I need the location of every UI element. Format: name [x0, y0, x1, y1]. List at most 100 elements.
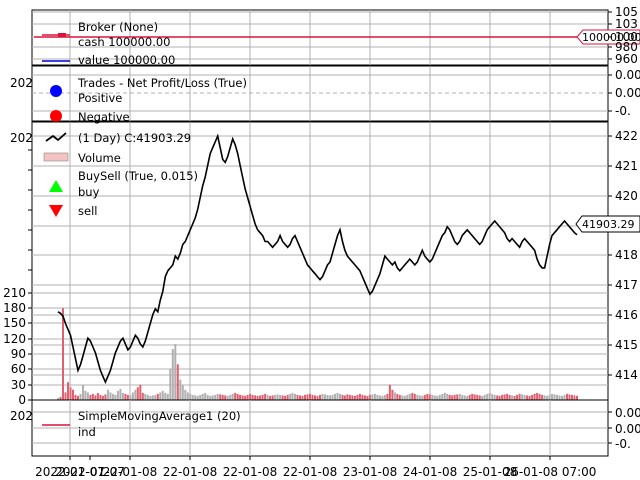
volume-bar	[259, 395, 262, 400]
volume-bar	[124, 393, 127, 400]
sma-legend: SimpleMovingAverage1 (20) ind	[42, 409, 241, 439]
close-price-line	[57, 133, 578, 385]
volume-bar	[294, 393, 296, 400]
volume-bar	[386, 393, 389, 400]
volume-bar	[548, 394, 551, 400]
volume-bar	[236, 393, 239, 400]
volume-bar	[146, 394, 149, 400]
volume-bar	[503, 394, 506, 400]
volume-bar	[536, 392, 539, 400]
volume-bar	[506, 393, 509, 400]
price-tick-5: 416	[615, 308, 638, 322]
volume-bar	[144, 393, 147, 400]
volume-bar	[164, 392, 167, 400]
volume-bar	[84, 390, 87, 400]
volume-tick-2: 150	[3, 316, 26, 330]
x-tick-label: 22-01-08	[223, 465, 277, 479]
volume-tick-3: 120	[3, 332, 26, 346]
broker-tick-1: 103	[615, 17, 638, 31]
volume-bar	[373, 393, 376, 400]
volume-bar	[361, 394, 364, 400]
volume-bar	[501, 394, 504, 400]
volume-tick-4: 90	[11, 347, 26, 361]
price-tick-2: 420	[615, 189, 638, 203]
volume-bar	[101, 395, 104, 400]
x-tick-label: 22-01-08	[283, 465, 337, 479]
x-tick-label: 23-01-08	[343, 465, 397, 479]
volume-bar	[166, 393, 169, 400]
broker-title: Broker (None)	[78, 20, 158, 34]
volume-bar	[498, 395, 501, 400]
volume-bar	[161, 390, 164, 400]
volume-bar	[573, 395, 576, 400]
buysell-legend-label: BuySell (True, 0.015)	[78, 169, 198, 183]
volume-bar	[189, 393, 192, 400]
x-tick-label: 2022-01-07	[55, 465, 125, 479]
volume-bars	[57, 308, 578, 400]
volume-bar	[309, 393, 311, 400]
volume-bar	[566, 393, 568, 400]
volume-bar	[67, 382, 69, 400]
volume-bar	[94, 395, 97, 400]
volume-bar	[299, 395, 301, 400]
volume-bar	[274, 394, 277, 400]
x-tick-label: 26-01-08 07:00	[504, 465, 597, 479]
volume-bar	[483, 394, 486, 400]
volume-bar	[521, 394, 524, 400]
trades-legend: Trades - Net Profit/Loss (True) Positive…	[50, 76, 247, 124]
volume-bar	[456, 394, 459, 400]
volume-bar	[106, 389, 109, 400]
broker-tick-0: 105	[615, 5, 638, 19]
volume-bar	[251, 394, 254, 400]
x-tick-label: 22-01-08	[163, 465, 217, 479]
volume-tick-6: 30	[11, 378, 26, 392]
volume-bar	[281, 395, 284, 400]
volume-bar	[311, 394, 314, 400]
cash-legend-label: cash 100000.00	[78, 35, 171, 49]
volume-bar	[141, 392, 144, 400]
volume-bar	[376, 394, 379, 400]
volume-bar	[214, 394, 217, 400]
price-title: (1 Day) C:41903.29	[78, 131, 191, 145]
price-tick-7: 414	[615, 368, 638, 382]
x-tick-label: 25-01-08	[463, 465, 517, 479]
volume-bar	[411, 392, 414, 400]
volume-bar	[199, 394, 202, 400]
negative-label: Negative	[78, 110, 130, 124]
volume-bar	[276, 394, 279, 400]
sma-y-ticks: 0.00 0.00 -0.	[608, 406, 640, 451]
price-legend-line	[45, 132, 67, 142]
volume-bar	[319, 394, 321, 400]
volume-bar	[538, 393, 541, 400]
volume-bar	[269, 395, 272, 400]
volume-bar	[286, 394, 289, 400]
volume-bar	[556, 394, 558, 400]
positive-label: Positive	[78, 91, 122, 105]
sma-left-label: 202	[10, 409, 33, 423]
volume-bar	[256, 395, 259, 400]
volume-bar	[353, 395, 356, 400]
volume-bar	[451, 395, 454, 400]
volume-bar	[324, 394, 326, 400]
volume-bar	[363, 395, 366, 400]
volume-bar	[528, 395, 531, 400]
volume-bar	[154, 394, 157, 400]
volume-bar	[488, 392, 491, 400]
volume-bar	[82, 384, 84, 400]
volume-bar	[568, 394, 571, 400]
volume-bar	[339, 393, 341, 400]
x-tick-label: 2022-01-07	[35, 465, 105, 479]
volume-bar	[343, 395, 346, 400]
volume-bar	[473, 394, 476, 400]
volume-bar	[209, 395, 212, 400]
volume-bar	[134, 389, 137, 400]
volume-bar	[111, 393, 114, 400]
volume-bar	[523, 394, 526, 400]
buy-marker-icon	[49, 180, 63, 192]
volume-bar	[403, 395, 406, 400]
volume-bar	[408, 393, 411, 400]
volume-bar	[216, 393, 219, 400]
price-y-ticks: 422 421 420 418 417 416 415 414	[608, 129, 638, 382]
volume-bar	[453, 394, 456, 400]
